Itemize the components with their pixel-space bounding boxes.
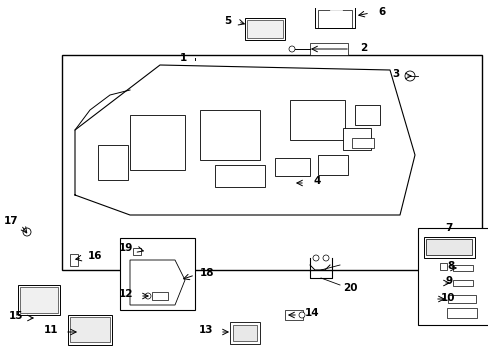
Text: 19: 19 xyxy=(119,243,133,253)
Text: 18: 18 xyxy=(200,268,214,278)
Bar xyxy=(309,43,347,55)
Polygon shape xyxy=(423,237,474,258)
Bar xyxy=(18,285,60,315)
Bar xyxy=(446,308,476,318)
Text: 3: 3 xyxy=(392,69,399,79)
Circle shape xyxy=(288,46,294,52)
Text: 2: 2 xyxy=(359,43,366,53)
Text: 9: 9 xyxy=(445,276,452,286)
Bar xyxy=(351,138,373,148)
Bar xyxy=(246,20,283,38)
Text: 7: 7 xyxy=(444,223,451,233)
Text: 11: 11 xyxy=(43,325,58,335)
Bar xyxy=(452,280,472,286)
Polygon shape xyxy=(130,260,184,305)
Bar xyxy=(133,248,141,255)
Bar xyxy=(200,110,260,160)
Bar xyxy=(447,295,475,303)
Circle shape xyxy=(23,228,31,236)
Bar xyxy=(232,325,257,341)
Bar xyxy=(452,265,472,271)
Bar xyxy=(70,317,110,342)
Text: 13: 13 xyxy=(198,325,213,335)
Bar xyxy=(354,105,379,125)
Bar xyxy=(317,155,347,175)
Circle shape xyxy=(404,71,414,81)
Bar xyxy=(98,145,128,180)
Bar xyxy=(342,128,370,150)
Polygon shape xyxy=(68,315,112,345)
Bar xyxy=(70,254,78,266)
Text: 6: 6 xyxy=(377,7,385,17)
Text: 12: 12 xyxy=(118,289,133,299)
Bar xyxy=(417,228,488,325)
Bar xyxy=(120,238,195,310)
Bar xyxy=(289,100,345,140)
Circle shape xyxy=(298,312,305,318)
Bar xyxy=(152,292,168,300)
Circle shape xyxy=(323,255,328,261)
Bar xyxy=(439,263,446,270)
Circle shape xyxy=(145,293,151,299)
Text: 20: 20 xyxy=(342,283,357,293)
Bar xyxy=(215,165,264,187)
Bar xyxy=(244,18,285,40)
Text: 8: 8 xyxy=(447,261,454,271)
Bar xyxy=(130,115,184,170)
Bar xyxy=(229,322,260,344)
Text: 10: 10 xyxy=(440,293,454,303)
Bar xyxy=(20,287,58,313)
Text: 14: 14 xyxy=(305,308,319,318)
Bar xyxy=(317,10,351,28)
Text: 1: 1 xyxy=(179,53,186,63)
Bar xyxy=(274,158,309,176)
Text: 16: 16 xyxy=(88,251,102,261)
Text: 17: 17 xyxy=(3,216,18,226)
Bar xyxy=(285,310,303,320)
Bar xyxy=(329,10,341,22)
Text: 15: 15 xyxy=(8,311,23,321)
Text: 5: 5 xyxy=(224,16,230,26)
Bar xyxy=(425,239,471,255)
Circle shape xyxy=(312,255,318,261)
Bar xyxy=(62,55,481,270)
Text: 4: 4 xyxy=(312,176,320,186)
